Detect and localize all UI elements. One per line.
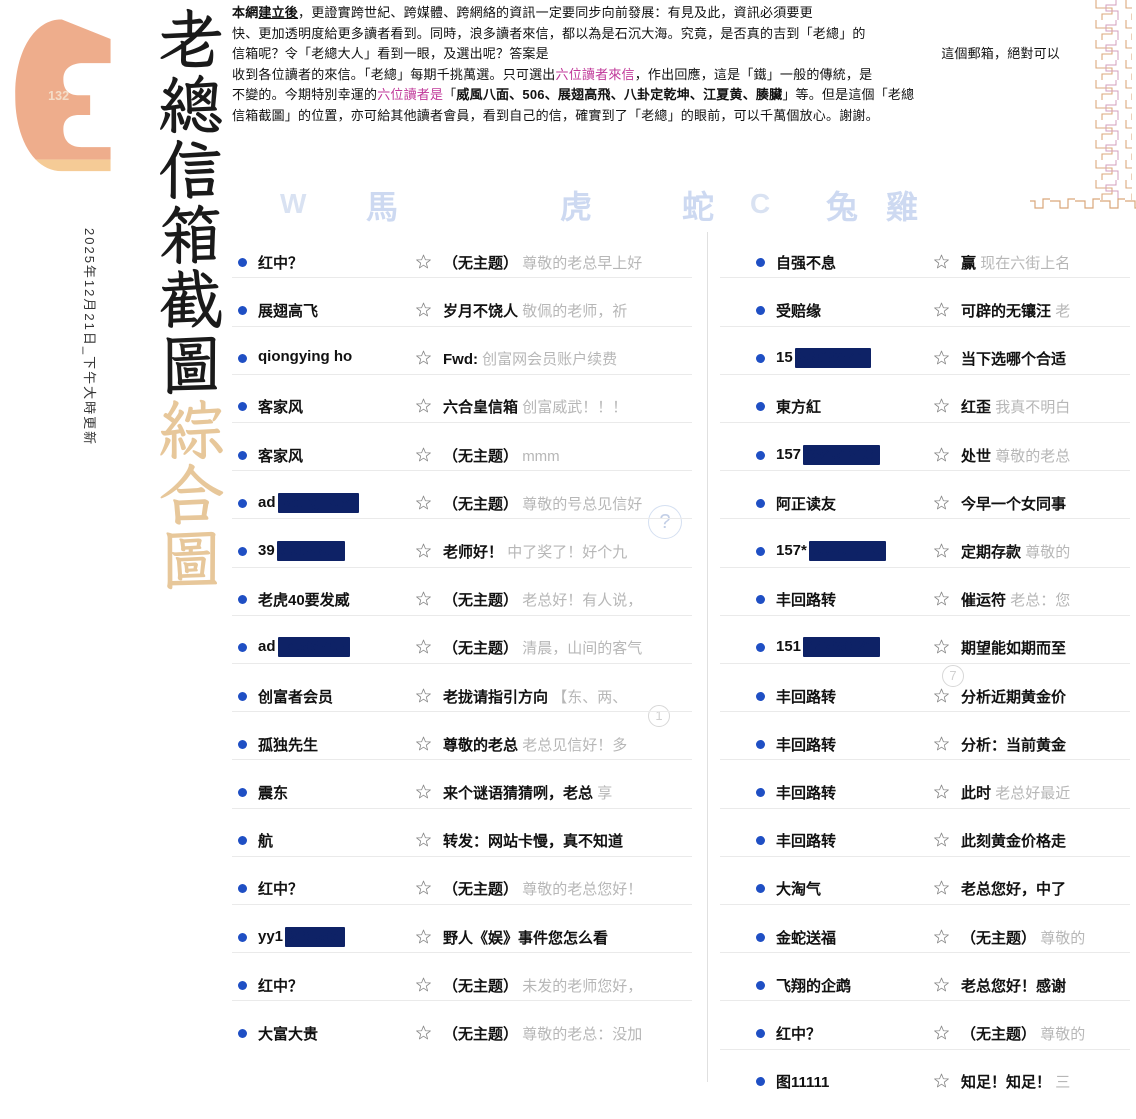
svg-text:132: 132 [48,89,69,103]
